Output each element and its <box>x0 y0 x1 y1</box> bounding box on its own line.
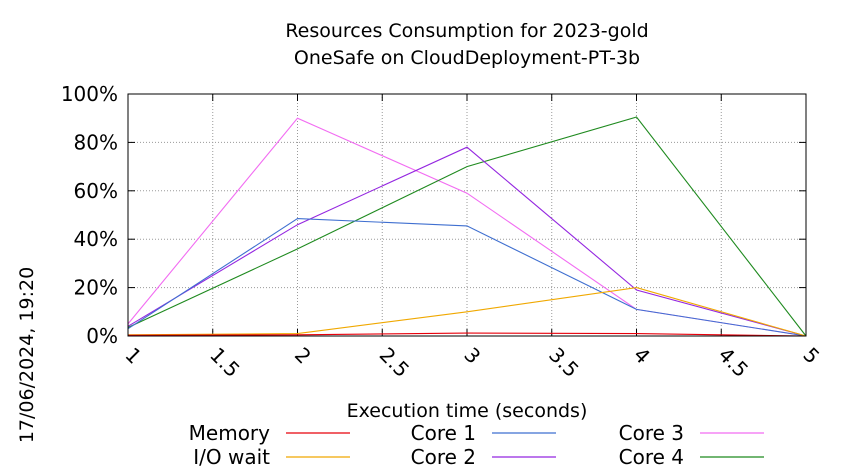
chart-title-line2: OneSafe on CloudDeployment-PT-3b <box>294 47 640 69</box>
plot-frame <box>127 93 807 337</box>
y-tick-label: 0% <box>86 324 118 348</box>
y-tick-label: 20% <box>74 276 118 300</box>
legend-label: Core 3 <box>619 421 684 445</box>
series-line-core-2 <box>127 146 807 337</box>
timestamp-label: 17/06/2024, 19:20 <box>16 267 38 443</box>
x-tick-label: 1 <box>120 343 146 369</box>
series-line-i-o-wait <box>127 287 807 337</box>
series-line-core-1 <box>127 218 807 337</box>
chart-title-line1: Resources Consumption for 2023-gold <box>285 20 648 42</box>
x-tick-label: 1.5 <box>205 343 244 382</box>
y-tick-label: 40% <box>74 227 118 251</box>
y-tick-label: 60% <box>74 179 118 203</box>
x-axis-label: Execution time (seconds) <box>347 400 588 422</box>
y-tick-label: 80% <box>74 130 118 154</box>
x-tick-label: 3.5 <box>544 343 583 382</box>
legend-label: I/O wait <box>193 445 270 469</box>
series-line-core-4 <box>127 116 807 337</box>
x-tick-label: 5 <box>798 343 824 369</box>
series-line-memory <box>127 332 807 337</box>
x-axis-ticks: 1 1.5 2 2.5 3 3.5 4 4.5 5 <box>120 94 824 382</box>
x-tick-label: 2 <box>290 343 316 369</box>
x-tick-label: 4 <box>629 343 655 369</box>
y-tick-label: 100% <box>61 82 118 106</box>
x-tick-label: 4.5 <box>714 343 753 382</box>
legend-label: Core 2 <box>411 445 476 469</box>
series-line-core-3 <box>127 117 807 337</box>
series-lines <box>127 116 807 337</box>
x-tick-label: 2.5 <box>375 343 414 382</box>
y-axis-ticks: 0% 20% 40% 60% 80% 100% <box>61 82 806 348</box>
legend-label: Core 4 <box>619 445 684 469</box>
x-tick-label: 3 <box>459 343 485 369</box>
legend-label: Memory <box>189 421 271 445</box>
grid-lines <box>128 94 806 336</box>
legend-label: Core 1 <box>411 421 476 445</box>
